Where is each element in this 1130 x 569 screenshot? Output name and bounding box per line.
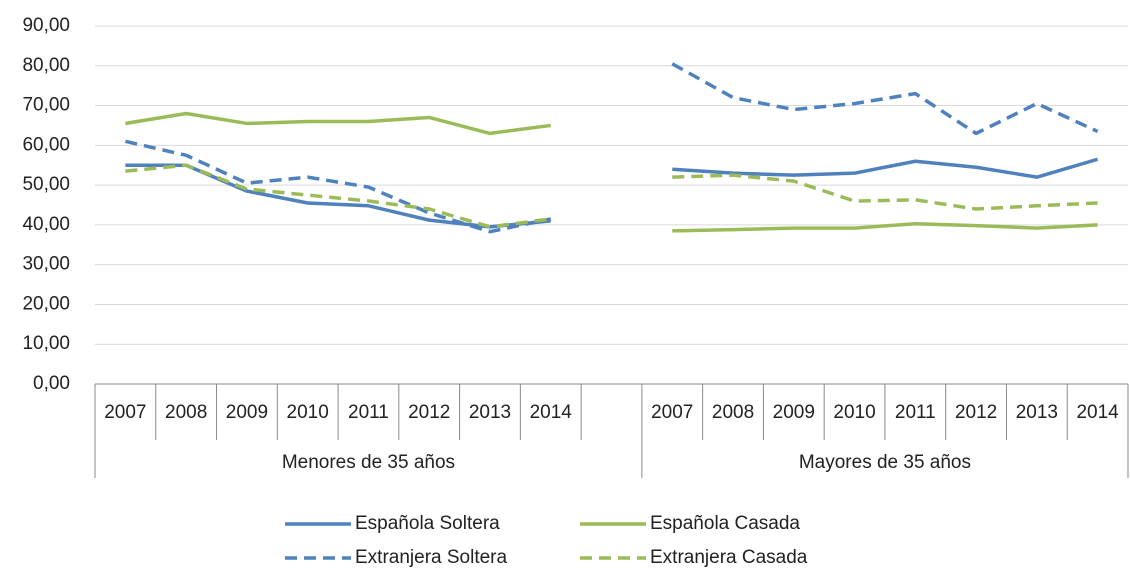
series-line	[125, 157, 1099, 229]
x-tick-label: 2009	[773, 402, 815, 423]
y-tick-label: 40,00	[22, 214, 70, 235]
series-line	[125, 163, 1098, 229]
y-tick-label: 60,00	[22, 134, 70, 155]
x-tick-label: 2013	[1016, 402, 1058, 423]
series-line	[125, 111, 1098, 233]
x-tick-label: 2013	[469, 402, 511, 423]
x-tick-label: 2010	[833, 402, 875, 423]
x-tick-label: 2012	[955, 402, 997, 423]
x-tick-label: 2007	[651, 402, 693, 423]
x-tick-label: 2012	[408, 402, 450, 423]
legend-label: Española Casada	[650, 513, 800, 534]
y-tick-label: 10,00	[22, 333, 70, 354]
series-line	[124, 62, 1099, 234]
y-tick-label: 80,00	[22, 55, 70, 76]
x-tick-label: 2009	[226, 402, 268, 423]
group-label: Mayores de 35 años	[799, 452, 971, 473]
x-tick-label: 2008	[712, 402, 754, 423]
legend-label: Extranjera Casada	[650, 547, 808, 568]
group-label: Menores de 35 años	[282, 452, 455, 473]
legend-label: Extranjera Soltera	[355, 547, 508, 568]
y-tick-label: 30,00	[22, 254, 70, 275]
x-tick-label: 2011	[895, 402, 936, 423]
x-tick-label: 2014	[530, 402, 573, 423]
legend-label: Española Soltera	[355, 513, 500, 534]
y-tick-label: 50,00	[22, 174, 70, 195]
y-tick-label: 90,00	[22, 15, 70, 36]
x-tick-label: 2014	[1076, 402, 1119, 423]
x-tick-label: 2007	[104, 402, 146, 423]
y-tick-label: 0,00	[33, 373, 70, 394]
x-tick-label: 2008	[165, 402, 207, 423]
y-tick-label: 70,00	[22, 95, 70, 116]
y-tick-label: 20,00	[22, 293, 70, 314]
x-tick-label: 2011	[348, 402, 389, 423]
x-tick-label: 2010	[287, 402, 329, 423]
